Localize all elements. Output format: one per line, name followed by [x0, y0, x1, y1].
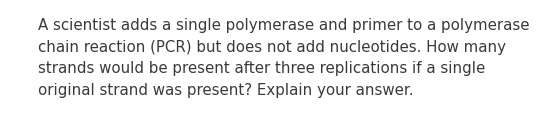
Text: A scientist adds a single polymerase and primer to a polymerase
chain reaction (: A scientist adds a single polymerase and…	[38, 18, 530, 98]
